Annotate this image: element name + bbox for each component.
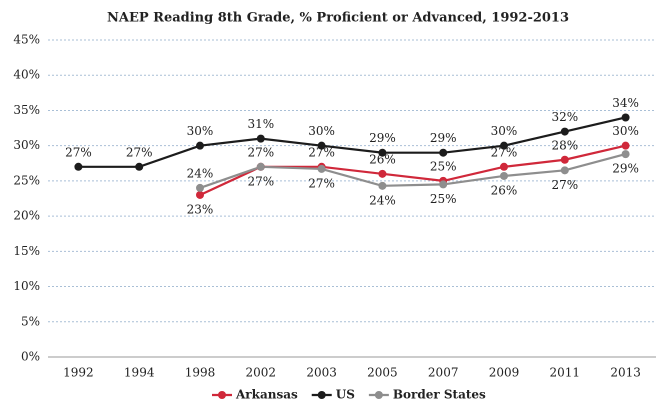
legend-marker: [374, 391, 383, 399]
data-label: 29%: [612, 162, 639, 176]
point: [256, 134, 265, 143]
y-tick-label: 5%: [21, 314, 40, 328]
y-tick-label: 40%: [13, 68, 40, 82]
point: [560, 166, 569, 175]
data-label: 30%: [491, 124, 518, 138]
x-tick-label: 1992: [63, 366, 94, 380]
point: [378, 181, 387, 190]
point: [500, 141, 508, 150]
data-label: 31%: [247, 117, 274, 131]
point: [560, 127, 569, 136]
data-label: 27%: [247, 174, 274, 188]
point: [378, 169, 387, 178]
data-label: 27%: [65, 145, 92, 159]
legend-marker: [317, 391, 326, 399]
data-label: 34%: [612, 96, 639, 110]
data-label: 27%: [126, 145, 153, 159]
point: [196, 141, 204, 150]
y-tick-label: 35%: [13, 103, 40, 117]
x-tick-label: 2007: [428, 366, 459, 380]
x-tick-label: 1994: [124, 366, 155, 380]
data-label: 23%: [187, 202, 214, 216]
data-label: 26%: [369, 152, 396, 166]
data-label: 25%: [430, 192, 457, 206]
point: [621, 150, 630, 159]
data-label: 24%: [369, 193, 396, 207]
x-tick-label: 2013: [610, 366, 641, 380]
data-label: 32%: [551, 110, 578, 124]
x-tick-label: 2011: [550, 366, 581, 380]
y-tick-label: 30%: [13, 138, 40, 152]
y-tick-label: 25%: [13, 173, 40, 187]
data-label: 30%: [187, 124, 214, 138]
series-line: [78, 116, 626, 168]
point: [560, 155, 569, 164]
legend-marker: [218, 391, 226, 399]
data-label: 27%: [308, 176, 335, 190]
chart-title: NAEP Reading 8th Grade, % Proficient or …: [107, 11, 569, 26]
data-label: 24%: [187, 166, 214, 180]
data-label: 30%: [308, 124, 335, 138]
y-tick-label: 10%: [13, 279, 40, 293]
y-tick-label: 45%: [13, 33, 40, 47]
data-label: 27%: [551, 178, 578, 192]
data-label: 29%: [369, 131, 396, 145]
point: [196, 190, 204, 199]
point: [439, 180, 448, 189]
x-tick-label: 2005: [367, 366, 398, 380]
x-tick-label: 2009: [489, 366, 520, 380]
data-label: 27%: [491, 145, 518, 159]
legend-label: Arkansas: [235, 388, 298, 402]
legend-label: Border States: [393, 388, 486, 402]
y-tick-label: 15%: [13, 244, 40, 258]
data-label: 29%: [430, 131, 457, 145]
point: [500, 171, 508, 180]
y-tick-label: 0%: [21, 350, 40, 364]
series-line: [199, 153, 626, 189]
point: [74, 162, 83, 171]
data-label: 25%: [430, 159, 457, 173]
legend-label: US: [336, 388, 355, 402]
data-label: 30%: [612, 124, 639, 138]
point: [196, 183, 204, 192]
point: [135, 162, 144, 171]
point: [621, 141, 630, 150]
point: [439, 148, 448, 157]
point: [317, 164, 326, 173]
data-label: 27%: [247, 145, 274, 159]
x-tick-label: 1998: [185, 366, 216, 380]
x-tick-label: 2003: [306, 366, 337, 380]
point: [621, 113, 630, 122]
data-label: 26%: [491, 183, 518, 197]
point: [317, 141, 326, 150]
data-label: 27%: [308, 145, 335, 159]
point: [500, 162, 508, 171]
x-tick-label: 2002: [246, 366, 277, 380]
point: [256, 162, 265, 171]
y-tick-label: 20%: [13, 209, 40, 223]
point: [378, 148, 387, 157]
data-label: 28%: [551, 138, 578, 152]
